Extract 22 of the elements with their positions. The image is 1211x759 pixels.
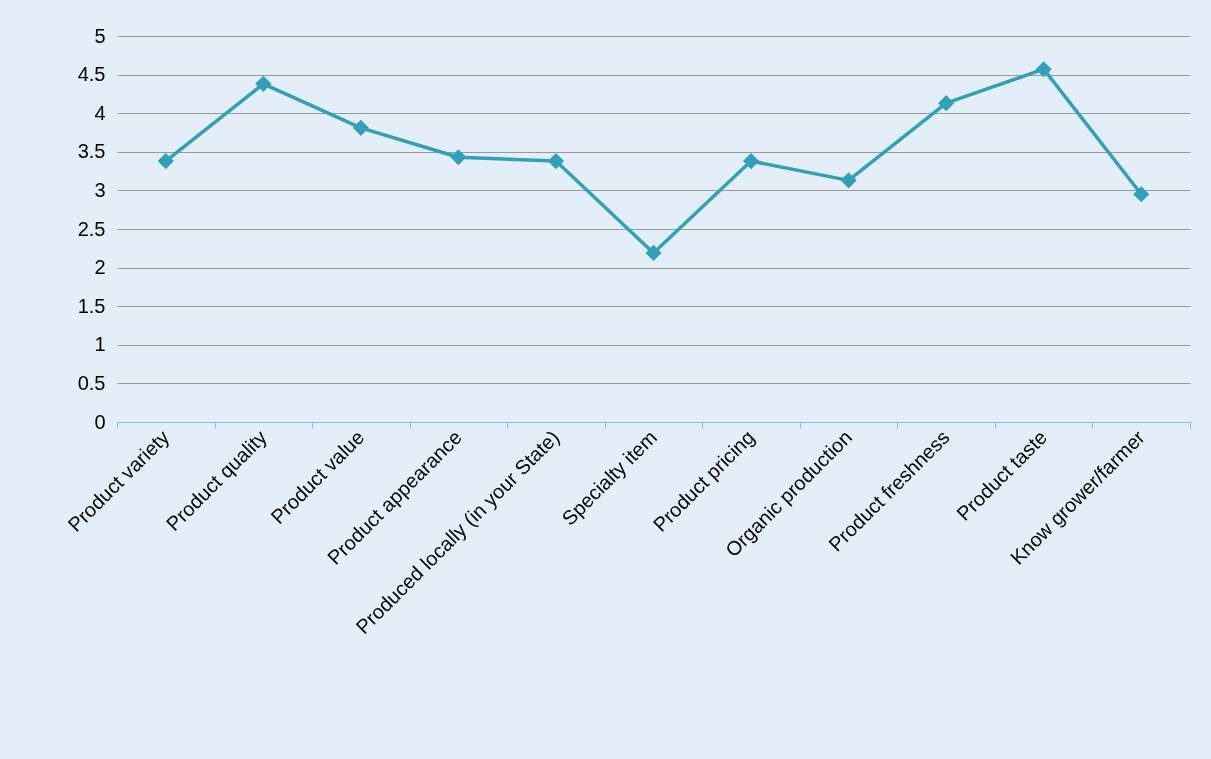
y-tick-label: 1 bbox=[94, 333, 106, 356]
y-tick-label: 2.5 bbox=[77, 217, 106, 240]
y-tick-label: 0.5 bbox=[77, 371, 106, 394]
point bbox=[1133, 186, 1150, 203]
point bbox=[255, 75, 272, 92]
y-tick-label: 3.5 bbox=[77, 140, 106, 163]
y-tick-label: 0 bbox=[94, 410, 106, 433]
point bbox=[742, 153, 760, 170]
point bbox=[938, 95, 955, 112]
point bbox=[450, 149, 467, 166]
point bbox=[1035, 61, 1052, 78]
y-tick-label: 4 bbox=[94, 101, 106, 124]
y-tick-label: 4.5 bbox=[77, 63, 106, 86]
y-tick-label: 5 bbox=[94, 24, 106, 47]
point bbox=[157, 153, 174, 170]
point bbox=[645, 244, 662, 261]
y-tick-label: 3 bbox=[94, 178, 106, 201]
y-tick-label: 2 bbox=[94, 256, 106, 279]
point bbox=[352, 119, 369, 136]
point bbox=[547, 153, 565, 170]
point bbox=[840, 172, 857, 189]
y-tick-label: 1.5 bbox=[77, 294, 106, 317]
